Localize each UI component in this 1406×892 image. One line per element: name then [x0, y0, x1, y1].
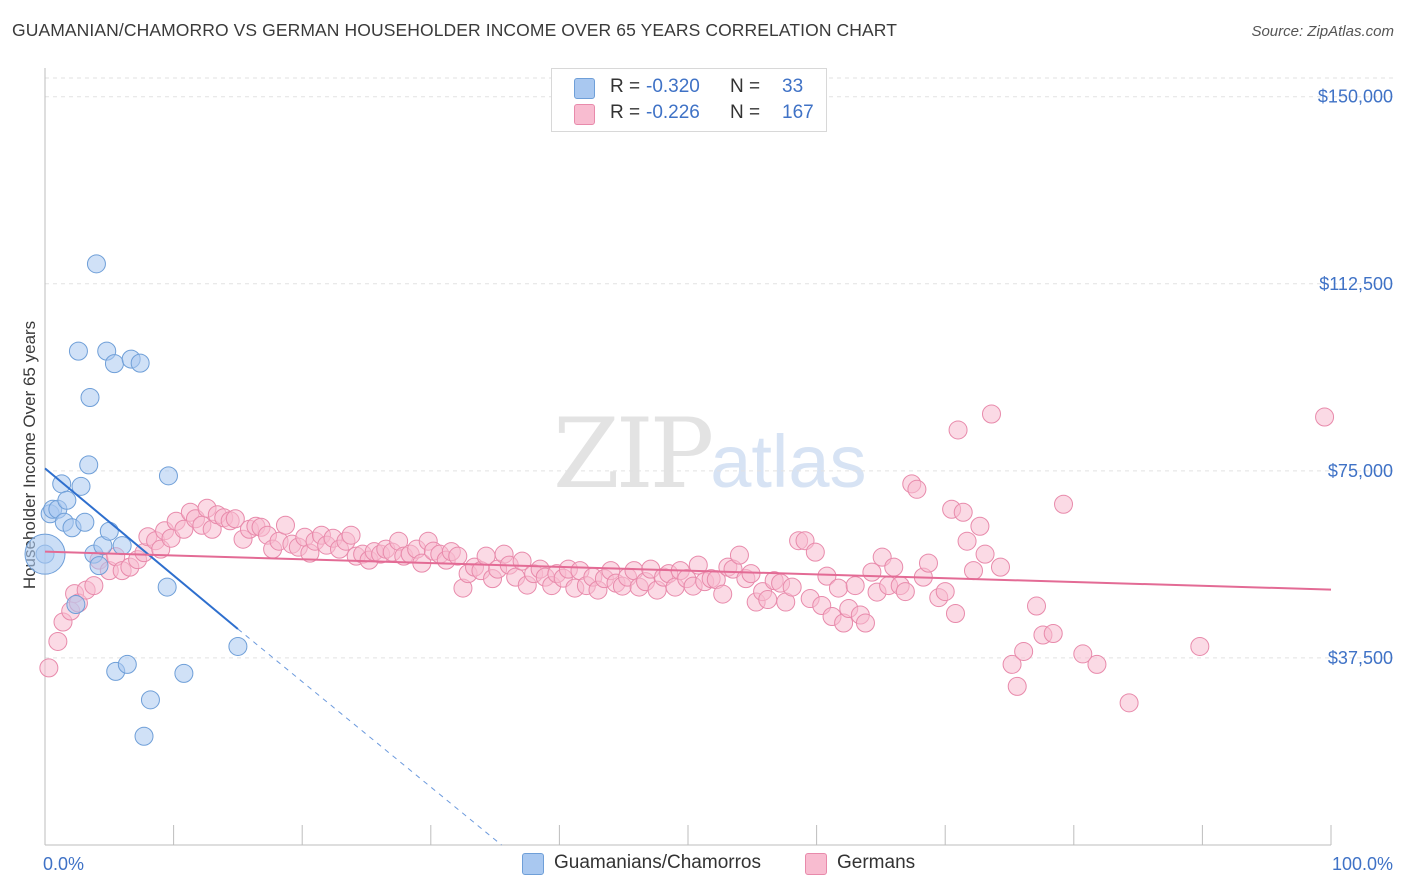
german-point [805, 542, 825, 562]
german-point [963, 561, 983, 581]
trendline-germans [44, 550, 1332, 591]
guamanian-point [140, 690, 160, 710]
german-point [907, 479, 927, 499]
german-point [975, 544, 995, 564]
x-tick-label-start: 0.0% [43, 854, 84, 874]
guamanian-point [228, 636, 248, 656]
german-point [1027, 596, 1047, 616]
trendline-guamanians [44, 467, 239, 630]
german-point [341, 525, 361, 545]
german-point [981, 404, 1001, 424]
german-point [225, 509, 245, 529]
german-point [862, 562, 882, 582]
watermark-zip: ZIP [553, 398, 714, 510]
guamanian-point [68, 341, 88, 361]
guamanian-point [57, 490, 77, 510]
y-tick-label: $150,000 [1318, 87, 1393, 107]
german-point [713, 584, 733, 604]
y-axis-label: Householder Income Over 65 years [20, 321, 39, 589]
german-point [970, 516, 990, 536]
german-point [817, 566, 837, 586]
guamanian-point [174, 663, 194, 683]
watermark-atlas: atlas [710, 420, 867, 503]
correlation-legend: R = -0.320 N = 33 R = -0.226 N = 167 [551, 68, 827, 132]
legend-n-label: N = [730, 76, 761, 97]
german-point [1119, 693, 1139, 713]
german-point [845, 576, 865, 596]
y-tick-label: $37,500 [1328, 648, 1393, 668]
german-point [884, 557, 904, 577]
legend-r-value: -0.320 [646, 76, 700, 97]
bottom-legend-label: Guamanians/Chamorros [554, 852, 761, 873]
german-point [918, 553, 938, 573]
legend-r-label: R = [610, 102, 641, 123]
german-point [990, 557, 1010, 577]
german-point [855, 613, 875, 633]
legend-r-value: -0.226 [646, 102, 700, 123]
guamanian-point [134, 726, 154, 746]
german-point [48, 631, 68, 651]
legend-swatch-germans [574, 104, 595, 125]
german-point [84, 576, 104, 596]
german-point [448, 546, 468, 566]
german-point [1087, 654, 1107, 674]
guamanian-point [71, 476, 91, 496]
y-tick-label: $75,000 [1328, 461, 1393, 481]
legend-r-label: R = [610, 76, 641, 97]
german-point [1002, 654, 1022, 674]
german-point [275, 515, 295, 535]
guamanian-point [158, 466, 178, 486]
guamanian-point [89, 556, 109, 576]
guamanian-point [99, 521, 119, 541]
german-point [948, 420, 968, 440]
legend-swatch-guamanians [574, 78, 595, 99]
legend-n-value: 33 [782, 76, 804, 97]
guamanian-point [80, 388, 100, 408]
guamanian-point [112, 536, 132, 556]
german-point [1190, 636, 1210, 656]
german-point [828, 578, 848, 598]
german-point [895, 582, 915, 602]
guamanian-point [130, 353, 150, 373]
german-point [953, 502, 973, 522]
guamanian-point [79, 455, 99, 475]
guamanian-point [104, 354, 124, 374]
german-point [1073, 644, 1093, 664]
german-point [1054, 494, 1074, 514]
bottom-legend-label: Germans [837, 852, 916, 873]
guamanian-point [86, 254, 106, 274]
german-point [1043, 623, 1063, 643]
german-point [758, 590, 778, 610]
german-point [729, 545, 749, 565]
legend-n-value: 167 [782, 102, 814, 123]
german-point [1315, 407, 1335, 427]
german-point [957, 531, 977, 551]
german-point [1007, 676, 1027, 696]
german-point [1014, 641, 1034, 661]
source-label: Source: ZipAtlas.com [1251, 23, 1394, 40]
bottom-legend-swatch-guamanians [522, 853, 544, 875]
legend-n-label: N = [730, 102, 761, 123]
guamanian-point [75, 512, 95, 532]
guamanian-point [157, 577, 177, 597]
german-point [935, 582, 955, 602]
german-point [39, 658, 59, 678]
german-point [782, 577, 802, 597]
german-point [688, 555, 708, 575]
chart-title: GUAMANIAN/CHAMORRO VS GERMAN HOUSEHOLDER… [12, 20, 897, 40]
y-tick-label: $112,500 [1319, 274, 1393, 294]
german-point [945, 604, 965, 624]
bottom-legend-swatch-germans [805, 853, 827, 875]
guamanian-point-large [24, 533, 66, 575]
guamanian-point [66, 595, 86, 615]
watermark: ZIPatlas [553, 398, 867, 510]
trendline-guamanians-extension [237, 628, 502, 846]
x-tick-label-end: 100.0% [1332, 854, 1393, 874]
guamanian-point [117, 654, 137, 674]
